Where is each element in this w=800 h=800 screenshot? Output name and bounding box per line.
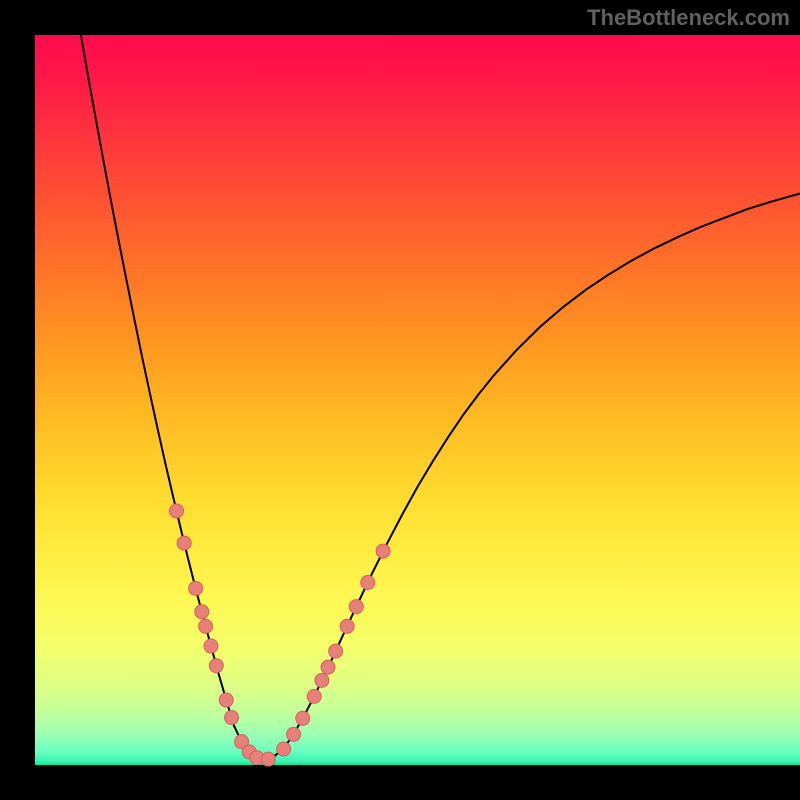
data-marker [199,619,213,633]
data-marker [219,693,233,707]
data-marker [349,600,363,614]
data-marker [189,581,203,595]
data-marker [307,689,321,703]
chart-container: TheBottleneck.com [0,0,800,800]
data-marker [177,536,191,550]
data-marker [361,576,375,590]
data-marker [329,644,343,658]
data-marker [315,673,329,687]
data-marker [376,544,390,558]
data-marker [287,727,301,741]
chart-svg [0,0,800,800]
watermark-text: TheBottleneck.com [587,5,790,31]
data-marker [321,660,335,674]
plot-background [35,35,800,765]
data-marker [296,711,310,725]
data-marker [170,504,184,518]
data-marker [225,711,239,725]
data-marker [195,605,209,619]
data-marker [261,752,275,766]
data-marker [204,639,218,653]
data-marker [277,742,291,756]
data-marker [340,619,354,633]
data-marker [209,659,223,673]
